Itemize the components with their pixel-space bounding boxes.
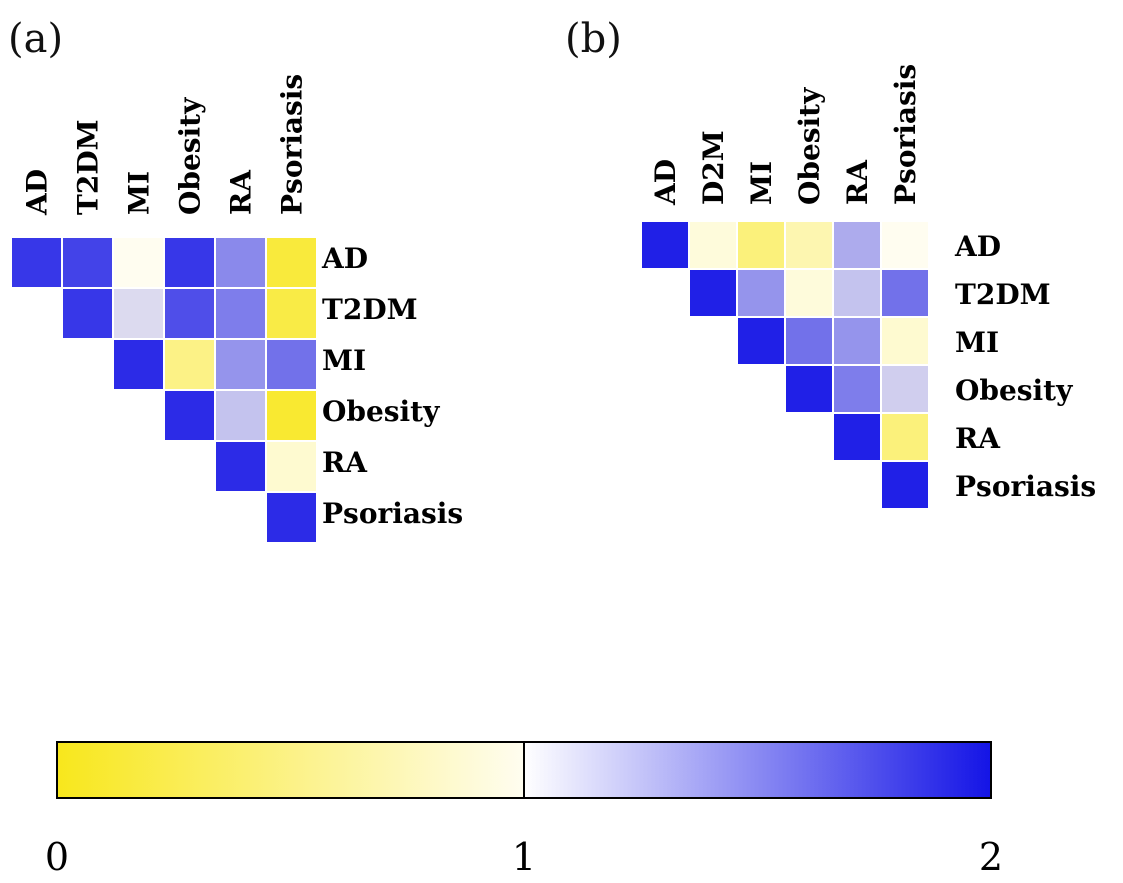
heatmap-cell-b-0-4 — [834, 222, 880, 268]
heatmap-cell-b-3-3 — [786, 366, 832, 412]
row-label-b-ra: RA — [955, 422, 1001, 455]
heatmap-cell-a-1-5 — [267, 289, 316, 338]
heatmap-cell-b-1-2 — [738, 270, 784, 316]
col-label-a-psoriasis: Psoriasis — [276, 74, 309, 215]
row-label-a-t2dm: T2DM — [322, 293, 418, 326]
heatmap-cell-b-3-5 — [882, 366, 928, 412]
row-label-a-ra: RA — [322, 446, 368, 479]
col-label-b-ra: RA — [841, 159, 874, 205]
heatmap-cell-a-2-5 — [267, 340, 316, 389]
colorbar: 0 1 2 — [45, 741, 1003, 879]
col-label-b-mi: MI — [745, 161, 778, 205]
colorbar-tick-min: 0 — [45, 835, 69, 879]
colorbar-low-segment — [56, 741, 525, 799]
heatmap-panel-b: (b) AD D2M MI Obesity RA Psoriasis AD T2DM MI Obes… — [565, 16, 1096, 508]
heatmap-cell-a-1-2 — [114, 289, 163, 338]
heatmap-cell-a-1-1 — [63, 289, 112, 338]
col-label-b-ad: AD — [649, 159, 682, 206]
heatmap-cell-a-5-5 — [267, 493, 316, 542]
heatmap-panel-a: (a) AD T2DM MI Obesity RA Psoriasis AD T2DM MI Obe… — [8, 16, 463, 542]
heatmap-cell-a-0-0 — [12, 238, 61, 287]
heatmap-cell-a-4-5 — [267, 442, 316, 491]
heatmap-cell-b-4-5 — [882, 414, 928, 460]
heatmap-cell-b-0-3 — [786, 222, 832, 268]
row-label-a-mi: MI — [322, 344, 366, 377]
heatmap-cell-a-1-3 — [165, 289, 214, 338]
col-label-a-obesity: Obesity — [174, 97, 207, 215]
heatmap-cell-b-2-3 — [786, 318, 832, 364]
heatmap-cell-b-2-2 — [738, 318, 784, 364]
row-label-b-obesity: Obesity — [955, 374, 1073, 407]
heatmap-cell-b-3-4 — [834, 366, 880, 412]
heatmap-cell-a-2-4 — [216, 340, 265, 389]
row-label-b-ad: AD — [954, 230, 1001, 263]
heatmap-cell-b-2-5 — [882, 318, 928, 364]
row-label-b-mi: MI — [955, 326, 999, 359]
heatmap-cell-a-3-3 — [165, 391, 214, 440]
heatmap-cell-a-2-3 — [165, 340, 214, 389]
heatmap-cell-b-1-3 — [786, 270, 832, 316]
row-label-a-obesity: Obesity — [322, 395, 440, 428]
heatmap-cell-b-1-1 — [690, 270, 736, 316]
panel-label-a: (a) — [8, 16, 63, 62]
col-label-b-obesity: Obesity — [793, 87, 826, 205]
heatmap-cell-b-1-4 — [834, 270, 880, 316]
panel-label-b: (b) — [565, 16, 622, 62]
heatmap-cell-b-1-5 — [882, 270, 928, 316]
colorbar-tick-mid: 1 — [512, 835, 536, 879]
heatmap-cell-a-1-4 — [216, 289, 265, 338]
heatmap-cell-b-0-5 — [882, 222, 928, 268]
row-label-b-psoriasis: Psoriasis — [955, 470, 1096, 503]
heatmap-cell-a-3-5 — [267, 391, 316, 440]
col-label-a-ra: RA — [225, 169, 258, 215]
heatmap-cell-b-0-2 — [738, 222, 784, 268]
heatmap-cell-a-2-2 — [114, 340, 163, 389]
heatmap-cell-b-4-4 — [834, 414, 880, 460]
heatmap-cell-b-0-1 — [690, 222, 736, 268]
colorbar-tick-max: 2 — [979, 835, 1003, 879]
heatmap-cell-a-0-1 — [63, 238, 112, 287]
col-label-a-t2dm: T2DM — [72, 119, 105, 215]
heatmap-cell-b-5-5 — [882, 462, 928, 508]
heatmap-cell-b-2-4 — [834, 318, 880, 364]
heatmap-cell-a-4-4 — [216, 442, 265, 491]
col-label-a-ad: AD — [21, 169, 54, 216]
col-label-b-d2m: D2M — [697, 130, 730, 205]
col-label-a-mi: MI — [123, 171, 156, 215]
col-label-b-psoriasis: Psoriasis — [889, 64, 922, 205]
heatmap-cell-a-0-3 — [165, 238, 214, 287]
row-label-a-ad: AD — [321, 242, 368, 275]
row-label-b-t2dm: T2DM — [955, 278, 1051, 311]
heatmap-cell-a-0-2 — [114, 238, 163, 287]
heatmap-cell-b-0-0 — [642, 222, 688, 268]
heatmap-cell-a-0-5 — [267, 238, 316, 287]
colorbar-high-segment — [523, 741, 992, 799]
row-label-a-psoriasis: Psoriasis — [322, 497, 463, 530]
heatmap-cell-a-3-4 — [216, 391, 265, 440]
heatmap-cell-a-0-4 — [216, 238, 265, 287]
